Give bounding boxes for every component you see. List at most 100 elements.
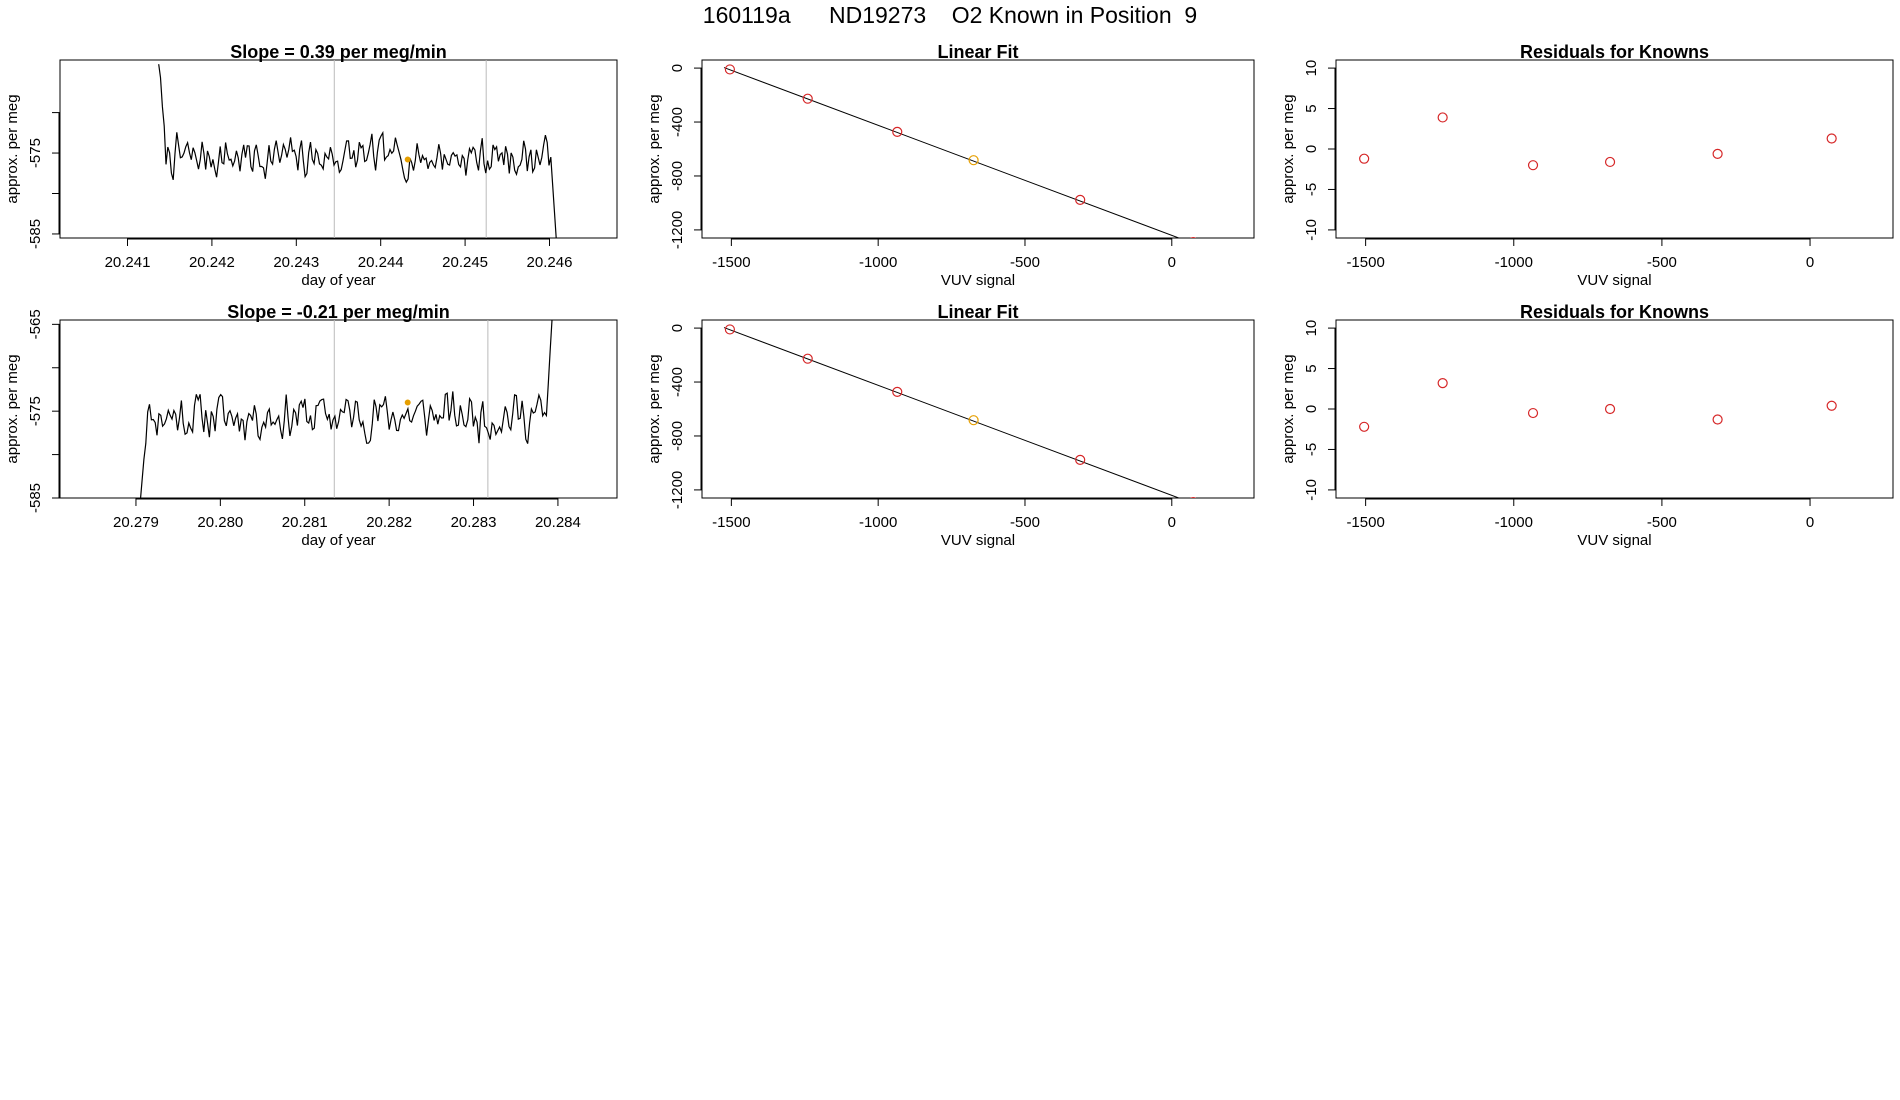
y-tick-label: 10 [1303, 320, 1320, 337]
known-point [1604, 156, 1616, 168]
highlight-point [968, 415, 979, 426]
highlight-point [968, 155, 979, 166]
y-tick-label: -800 [669, 161, 686, 191]
known-point [1437, 112, 1448, 123]
known-point [1712, 148, 1723, 159]
plot-frame [1335, 59, 1894, 239]
x-tick-label: -1000 [1495, 254, 1533, 271]
plot-frame [701, 59, 1255, 239]
plot-area [723, 324, 1197, 498]
y-tick-label: -800 [669, 421, 686, 451]
x-tick-label: -1500 [712, 254, 750, 271]
plot-area [158, 60, 557, 238]
plot-area [723, 64, 1197, 238]
position-description: O2 Known in Position 9 [951, 2, 1198, 28]
panel-title: Linear Fit [937, 302, 1018, 322]
x-tick-label: -1500 [712, 514, 750, 531]
y-axis-label: approx. per meg [4, 354, 21, 463]
y-tick-label: -400 [669, 367, 686, 397]
x-axis: 20.241 20.242 20.243 20.244 20.245 20.246 [105, 238, 573, 271]
y-axis-label: approx. per meg [1280, 354, 1297, 463]
y-tick-label: 0 [669, 64, 686, 72]
known-point [1604, 403, 1616, 415]
x-tick-label: -500 [1647, 514, 1677, 531]
x-tick-label: -500 [1010, 254, 1040, 271]
y-tick-label: 10 [1303, 60, 1320, 77]
known-point [1190, 236, 1197, 238]
x-tick-label: -1000 [859, 254, 897, 271]
known-point [1527, 407, 1539, 419]
known-point [724, 324, 735, 335]
plot-area [139, 320, 553, 498]
x-tick-label: 0 [1168, 514, 1176, 531]
x-axis-label: VUV signal [941, 532, 1015, 549]
y-tick-label: -585 [27, 483, 44, 513]
y-axis: 10 5 0 -5 -10 [1303, 320, 1336, 501]
y-tick-label: 0 [669, 324, 686, 332]
y-tick-label: -575 [27, 138, 44, 168]
known-point [1075, 454, 1086, 465]
y-tick-label: -585 [27, 219, 44, 249]
plot-frame [701, 319, 1255, 499]
x-tick-label: 20.241 [105, 254, 151, 271]
x-axis: -1500 -1000 -500 0 [712, 238, 1176, 271]
known-point [802, 353, 813, 364]
x-tick-label: 20.280 [197, 514, 243, 531]
x-axis: -1500 -1000 -500 0 [1346, 238, 1814, 271]
signal-trace [139, 320, 553, 498]
x-tick-label: 20.246 [527, 254, 573, 271]
y-tick-label: 0 [1303, 145, 1320, 153]
y-axis: -585 -575 -565 [27, 309, 60, 513]
tank-id: ND19273 [828, 2, 927, 28]
panel-time-series-1: Slope = 0.39 per meg/min 20.241 20.242 20.2… [4, 42, 618, 289]
y-tick-label: -10 [1303, 479, 1320, 501]
panel-title: Slope = -0.21 per meg/min [227, 302, 450, 322]
x-tick-label: 20.282 [366, 514, 412, 531]
x-tick-label: 20.242 [189, 254, 235, 271]
x-axis-label: day of year [301, 272, 375, 289]
x-tick-label: -500 [1647, 254, 1677, 271]
panel-title: Slope = 0.39 per meg/min [230, 42, 447, 62]
x-tick-label: -500 [1010, 514, 1040, 531]
x-axis: 20.279 20.280 20.281 20.282 20.283 20.284 [113, 498, 581, 531]
x-axis-label: day of year [301, 532, 375, 549]
known-point [1075, 194, 1086, 205]
x-axis-label: VUV signal [941, 272, 1015, 289]
panel-time-series-2: Slope = -0.21 per meg/min 20.279 20.280 20.… [4, 302, 618, 549]
fit-line [723, 67, 1181, 238]
y-tick-label: -1200 [669, 471, 686, 509]
y-axis-label: approx. per meg [4, 94, 21, 203]
plot-frame [59, 59, 618, 239]
x-tick-label: -1500 [1346, 254, 1384, 271]
x-tick-label: 20.244 [358, 254, 404, 271]
known-point [1826, 133, 1837, 144]
y-tick-label: -565 [27, 309, 44, 339]
y-tick-label: -575 [27, 396, 44, 426]
y-tick-label: -1200 [669, 211, 686, 249]
y-tick-label: 5 [1303, 104, 1320, 112]
y-axis: 0 -400 -800 -1200 [669, 324, 702, 509]
known-point [724, 64, 735, 75]
x-tick-label: 20.243 [273, 254, 319, 271]
y-axis-label: approx. per meg [1280, 94, 1297, 203]
known-point [892, 386, 903, 397]
page-title: 160119a ND19273 O2 Known in Position 9 [0, 2, 1900, 29]
plot-area [1359, 112, 1837, 171]
y-tick-label: -400 [669, 107, 686, 137]
known-point [1359, 421, 1370, 432]
panel-title: Residuals for Knowns [1520, 302, 1709, 322]
x-tick-label: -1000 [859, 514, 897, 531]
known-point [1712, 414, 1723, 425]
known-point [1359, 153, 1370, 164]
known-point [1437, 378, 1448, 389]
x-axis: -1500 -1000 -500 0 [1346, 498, 1814, 531]
highlight-point [404, 156, 411, 163]
panel-title: Linear Fit [937, 42, 1018, 62]
x-tick-label: -1500 [1346, 514, 1384, 531]
known-point [892, 126, 903, 137]
x-tick-label: 0 [1806, 514, 1814, 531]
panel-linear-fit-2: Linear Fit -1500 -1000 -500 0 VUV signal 0 -400… [646, 302, 1255, 549]
y-axis: -585 -575 [27, 112, 60, 249]
y-axis: 0 -400 -800 -1200 [669, 64, 702, 249]
